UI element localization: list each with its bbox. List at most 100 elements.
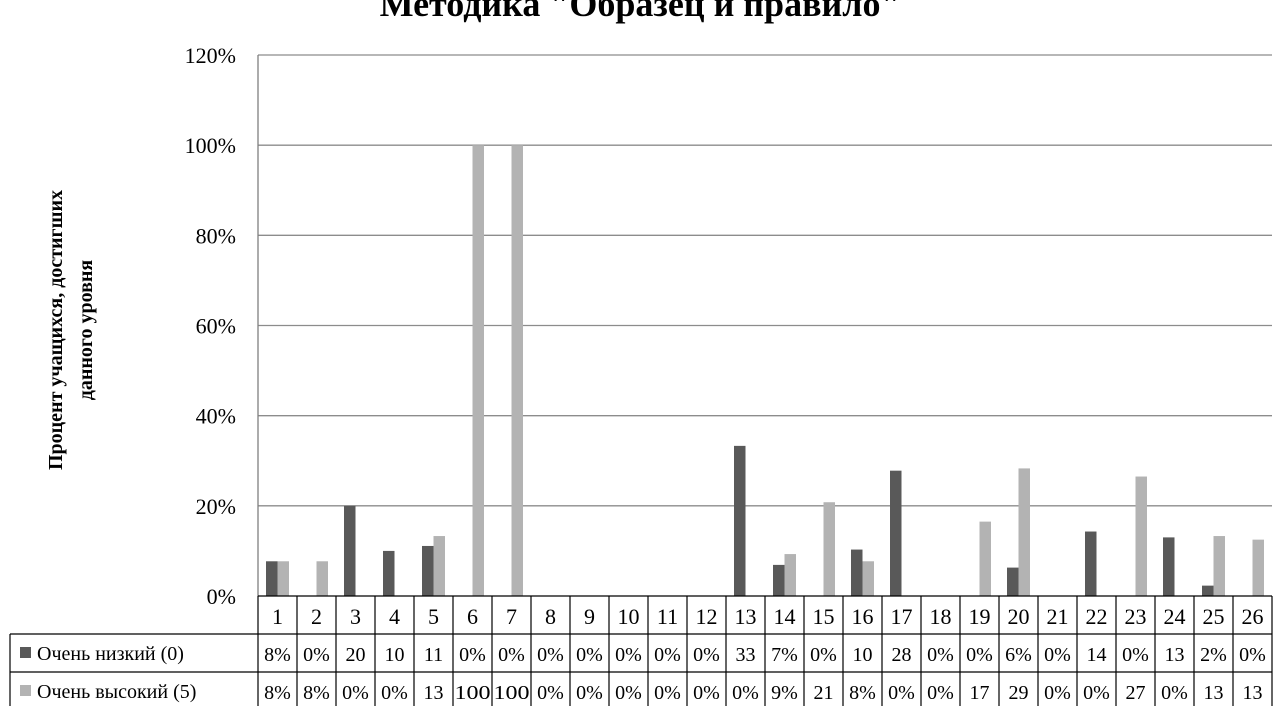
x-tick-label: 21 <box>1047 604 1069 629</box>
gridlines <box>257 54 1272 596</box>
bar <box>277 561 289 596</box>
bar <box>511 145 523 596</box>
data-label: 0% <box>615 682 642 704</box>
x-tick-label: 18 <box>930 604 952 629</box>
bar <box>734 445 746 596</box>
x-tick-label: 15 <box>813 604 835 629</box>
x-tick-label: 11 <box>657 604 678 629</box>
bar <box>316 561 328 596</box>
x-tick-label: 2 <box>311 604 322 629</box>
bar <box>433 536 445 596</box>
data-label: 0% <box>1044 682 1071 704</box>
data-label: 27 <box>1126 682 1146 704</box>
x-tick-label: 16 <box>852 604 874 629</box>
data-label: 0% <box>888 682 915 704</box>
data-label: 0% <box>342 682 369 704</box>
bar <box>1202 585 1214 596</box>
x-tick-label: 7 <box>506 604 517 629</box>
data-label: 0% <box>576 682 603 704</box>
data-label: 14 <box>1087 644 1107 666</box>
data-label: 0% <box>1083 682 1110 704</box>
x-tick-label: 23 <box>1125 604 1147 629</box>
data-label: 8% <box>264 644 291 666</box>
data-label: 28 <box>892 644 912 666</box>
legend-swatch <box>20 685 31 696</box>
data-label: 13 <box>1243 682 1263 704</box>
data-label: 8% <box>264 682 291 704</box>
x-tick-label: 20 <box>1008 604 1030 629</box>
x-tick-label: 25 <box>1203 604 1225 629</box>
data-label: 0% <box>381 682 408 704</box>
data-label: 0% <box>537 644 564 666</box>
data-label: 33 <box>736 644 756 666</box>
legend-label: Очень низкий (0) <box>37 643 184 665</box>
bar <box>890 470 902 596</box>
x-tick-label: 17 <box>891 604 913 629</box>
x-tick-label: 10 <box>618 604 640 629</box>
bar <box>1007 567 1019 596</box>
data-label: 0% <box>459 644 486 666</box>
data-label: 11 <box>424 644 443 666</box>
data-label: 6% <box>1005 644 1032 666</box>
y-axis-label-line2: данного уровня <box>75 260 97 401</box>
bar <box>1163 537 1175 596</box>
data-label: 0% <box>654 682 681 704</box>
data-table: 1 2 3 4 5 6 7 8 9 10 11 12 13 14 15 16 17 18 19 20 21 22 23 24 2… <box>9 595 1273 706</box>
data-label: 0% <box>1122 644 1149 666</box>
bar <box>851 549 863 596</box>
data-label: 0% <box>1044 644 1071 666</box>
legend-swatch <box>20 647 31 658</box>
bar <box>1018 468 1030 596</box>
y-tick-label: 20% <box>196 494 236 519</box>
y-axis-label-line1: Процент учащихся, достигших <box>45 190 67 470</box>
x-tick-label: 14 <box>774 604 796 629</box>
y-tick-label: 40% <box>196 404 236 429</box>
data-label: 2% <box>1200 644 1227 666</box>
data-label: 0% <box>654 644 681 666</box>
y-tick-label: 60% <box>196 314 236 339</box>
data-label: 0% <box>576 644 603 666</box>
x-tick-label: 9 <box>584 604 595 629</box>
data-label: 0% <box>303 644 330 666</box>
bar <box>784 554 796 596</box>
bars <box>266 145 1264 596</box>
bar <box>1135 476 1147 596</box>
data-label: 0% <box>693 644 720 666</box>
chart-title: Методика "Образец и правило" <box>380 0 901 24</box>
data-label: 0% <box>1161 682 1188 704</box>
bar <box>979 521 991 596</box>
y-tick-label: 120% <box>185 43 236 68</box>
data-label: 8% <box>849 682 876 704</box>
data-label: 0% <box>732 682 759 704</box>
data-label: 100 <box>455 682 491 704</box>
data-label: 100 <box>494 682 530 704</box>
data-label: 0% <box>498 644 525 666</box>
x-tick-label: 3 <box>350 604 361 629</box>
data-label: 13 <box>1165 644 1185 666</box>
legend-label: Очень высокий (5) <box>37 681 196 703</box>
bar <box>472 145 484 596</box>
x-tick-label: 8 <box>545 604 556 629</box>
bar <box>344 505 356 596</box>
x-tick-label: 26 <box>1242 604 1264 629</box>
x-tick-label: 5 <box>428 604 439 629</box>
x-tick-label: 1 <box>272 604 283 629</box>
bar <box>823 502 835 596</box>
y-tick-label: 0% <box>207 584 236 609</box>
data-label: 10 <box>853 644 873 666</box>
bar <box>773 564 785 596</box>
bar <box>266 561 278 596</box>
data-label: 0% <box>810 644 837 666</box>
data-label: 0% <box>927 644 954 666</box>
y-ticks: 0% 20% 40% 60% 80% 100% 120% <box>185 43 236 609</box>
bar <box>1085 531 1097 596</box>
data-label: 0% <box>537 682 564 704</box>
bar <box>1213 536 1225 596</box>
x-tick-label: 19 <box>969 604 991 629</box>
data-label: 13 <box>424 682 444 704</box>
x-tick-label: 22 <box>1086 604 1108 629</box>
y-tick-label: 100% <box>185 133 236 158</box>
data-label: 21 <box>814 682 834 704</box>
data-label: 17 <box>970 682 990 704</box>
data-label: 8% <box>303 682 330 704</box>
